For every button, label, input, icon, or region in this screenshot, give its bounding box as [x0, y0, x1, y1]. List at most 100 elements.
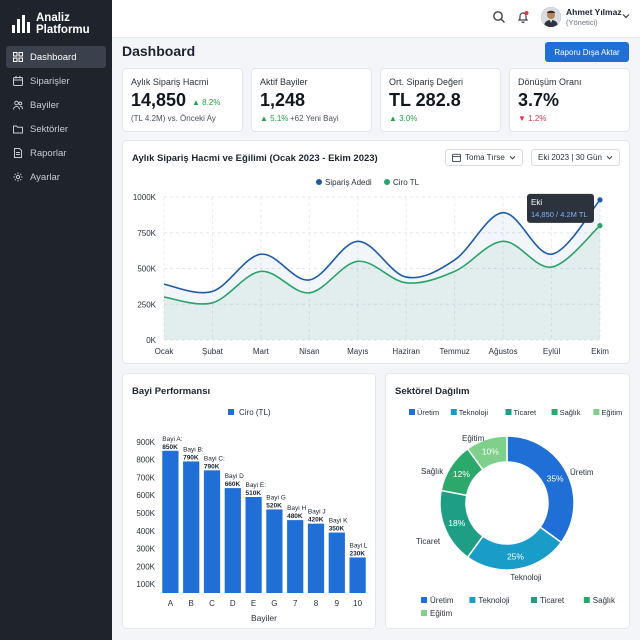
legend-marker [531, 597, 537, 603]
avatar[interactable] [541, 7, 561, 27]
kpi-delta: ▲ 3.0% [389, 114, 418, 123]
document-icon [14, 148, 22, 158]
y-tick-label: 200K [136, 562, 155, 571]
legend-marker [228, 409, 234, 415]
bar [224, 488, 241, 593]
bar-chart-panel: Bayi Performansı Ciro (TL) 100K 200K 300K 40… [122, 373, 376, 629]
bell-icon[interactable] [516, 10, 530, 24]
legend-marker [316, 179, 322, 185]
tooltip-title: Eki [531, 198, 542, 207]
x-tick-label: Şubat [202, 347, 224, 356]
x-axis-label: Bayiler [251, 613, 277, 623]
bar [307, 523, 325, 593]
legend-label: Sağlık [560, 408, 581, 417]
app-logo[interactable]: Analiz Platformu [0, 0, 112, 40]
legend-label: Sipariş Adedi [325, 178, 372, 187]
bar [245, 497, 262, 593]
sidebar-item-settings[interactable]: Ayarlar [6, 166, 106, 188]
chevron-down-icon [509, 155, 516, 160]
sidebar-item-dashboard[interactable]: Dashboard [6, 46, 106, 68]
bar [266, 509, 283, 593]
users-icon [13, 100, 23, 110]
bar-data-label: Bayi K [329, 518, 348, 525]
series-point [597, 223, 603, 229]
series-line [163, 224, 601, 305]
chevron-down-icon[interactable] [622, 13, 630, 19]
legend-marker [450, 409, 457, 415]
legend-label: Teknoloji [459, 408, 489, 417]
sidebar-item-sectors[interactable]: Sektörler [6, 118, 106, 140]
calendar-icon [452, 153, 461, 162]
sidebar: Analiz Platformu Dashboard Siparişler Ba… [0, 0, 112, 640]
x-tick-label: Haziran [392, 347, 420, 356]
folder-icon [13, 125, 23, 134]
x-tick-label: Ağustos [489, 347, 518, 356]
bar-data-label: Bayi J [308, 509, 326, 516]
user-photo-icon [541, 7, 561, 27]
search-icon[interactable] [492, 10, 506, 24]
legend-label: Üretim [430, 596, 454, 605]
kpi-delta: ▼ 1.2% [518, 114, 547, 123]
bar-data-label: 520K [266, 502, 282, 509]
y-tick-label: 500K [136, 509, 155, 518]
app-name-line2: Platformu [36, 24, 90, 36]
top-header: Ahmet Yılmaz (Yönetici) [112, 0, 640, 38]
user-role: (Yönetici) [566, 18, 598, 27]
bar-data-label: 420K [308, 517, 324, 524]
sidebar-item-label: Ayarlar [30, 171, 60, 183]
kpi-sub: (TL 4.2M) vs. Önceki Ay [131, 114, 216, 123]
kpi-card-avg-order-value: Ort. Sipariş Değeri TL 282.8 ▲ 3.0% [380, 68, 501, 132]
period-select[interactable]: Eki 2023 | 30 Gün [531, 149, 620, 166]
x-tick-label: B [189, 599, 194, 608]
bar-chart-title: Bayi Performansı [132, 386, 211, 397]
donut-slice [506, 435, 575, 544]
bar-data-label: 350K [329, 526, 345, 533]
x-tick-label: 10 [353, 599, 362, 608]
kpi-value: TL 282.8 [389, 90, 461, 110]
bar-data-label: 480K [287, 513, 303, 520]
chevron-down-icon [606, 155, 613, 160]
calendar-icon [13, 76, 23, 86]
sidebar-item-reports[interactable]: Raporlar [6, 142, 106, 164]
bar-data-label: Bayi E: [245, 482, 266, 489]
legend-marker [384, 179, 390, 185]
bar [183, 461, 200, 593]
y-tick-label: 900K [136, 438, 155, 447]
filter-select[interactable]: Toma Tırse [445, 149, 523, 166]
grid-icon [13, 52, 23, 62]
legend-marker [583, 597, 590, 603]
bar-data-label: Bayi A: [162, 436, 182, 443]
y-tick-label: 700K [136, 473, 155, 482]
slice-name-label: Eğitim [462, 434, 485, 443]
x-tick-label: G [271, 599, 277, 608]
kpi-card-order-volume: Aylık Sipariş Hacmi 14,850 ▲ 8.2% (TL 4.… [122, 68, 243, 132]
y-tick-label: 800K [136, 456, 155, 465]
user-name[interactable]: Ahmet Yılmaz [566, 7, 622, 17]
y-tick-label: 400K [136, 527, 155, 536]
sidebar-item-label: Bayiler [30, 99, 60, 111]
legend-marker [551, 409, 558, 415]
sidebar-item-dealers[interactable]: Bayiler [6, 94, 106, 116]
y-tick-label: 300K [136, 545, 155, 554]
x-tick-label: Nisan [299, 347, 319, 356]
sidebar-item-orders[interactable]: Siparişler [6, 70, 106, 92]
legend-marker [421, 597, 427, 603]
bar-data-label: 230K [349, 550, 365, 557]
bar-data-label: 790K [183, 454, 199, 461]
bar [349, 557, 366, 593]
sidebar-item-label: Siparişler [30, 75, 70, 87]
bar [328, 532, 345, 593]
legend-label: Sağlık [593, 596, 616, 605]
tooltip-value: 14,850 / 4.2M TL [531, 210, 588, 219]
kpi-label: Aylık Sipariş Hacmi [131, 77, 209, 87]
donut-chart-title: Sektörel Dağılım [395, 386, 470, 397]
export-report-button[interactable]: Raporu Dışa Aktar [545, 42, 629, 62]
kpi-value: 1,248 [260, 90, 306, 110]
x-tick-label: Ocak [155, 347, 175, 356]
bar-data-label: 660K [225, 481, 241, 488]
slice-percent-label: 18% [448, 518, 465, 528]
kpi-label: Dönüşüm Oranı [518, 77, 582, 87]
bar-data-label: 510K [245, 490, 261, 497]
legend-label: Teknoloji [478, 596, 509, 605]
sidebar-item-label: Raporlar [30, 147, 67, 159]
